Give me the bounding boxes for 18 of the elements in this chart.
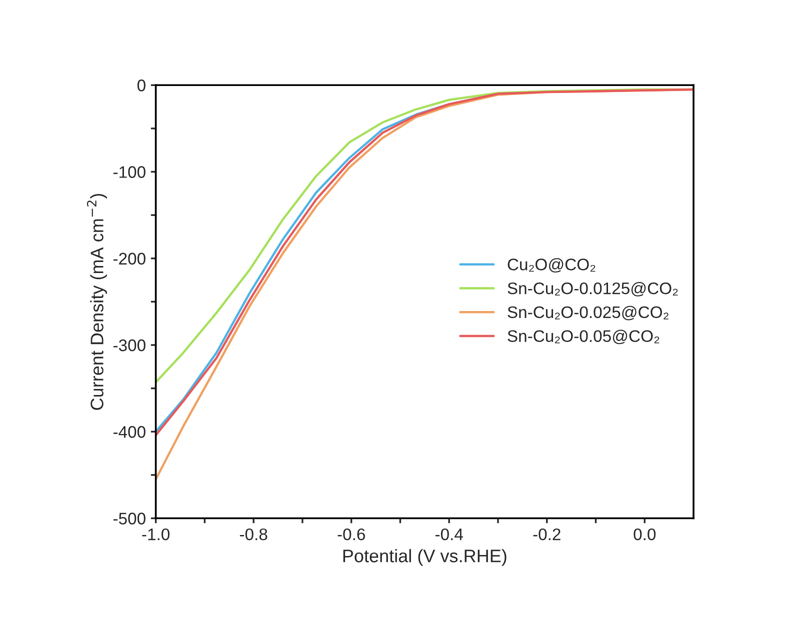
legend-label: Sn-Cu₂O-0.025@CO₂ — [508, 306, 668, 320]
x-tick-label: -1.0 — [142, 528, 170, 540]
legend-label: Cu₂O@CO₂ — [508, 258, 596, 273]
y-tick-label: -400 — [113, 426, 146, 438]
y-tick-label: 0 — [137, 80, 146, 92]
y-tick-label: -100 — [113, 166, 146, 178]
legend-label: Sn-Cu₂O-0.0125@CO₂ — [508, 282, 678, 296]
x-axis-title: Potential (V vs.RHE) — [343, 549, 506, 566]
x-tick-label: -0.2 — [533, 528, 560, 540]
x-tick-label: -0.8 — [240, 528, 268, 540]
x-tick-label: -0.6 — [338, 528, 365, 540]
x-tick-label: 0.0 — [634, 528, 656, 540]
y-axis-title: Current Density (mA cm$^{−2}$) — [86, 194, 107, 410]
y-tick-label: -200 — [113, 252, 146, 265]
x-tick-label: -0.4 — [435, 528, 463, 540]
legend-label: Sn-Cu₂O-0.05@CO₂ — [508, 330, 660, 344]
y-tick-label: -300 — [113, 339, 146, 352]
y-tick-label: -500 — [113, 512, 146, 524]
